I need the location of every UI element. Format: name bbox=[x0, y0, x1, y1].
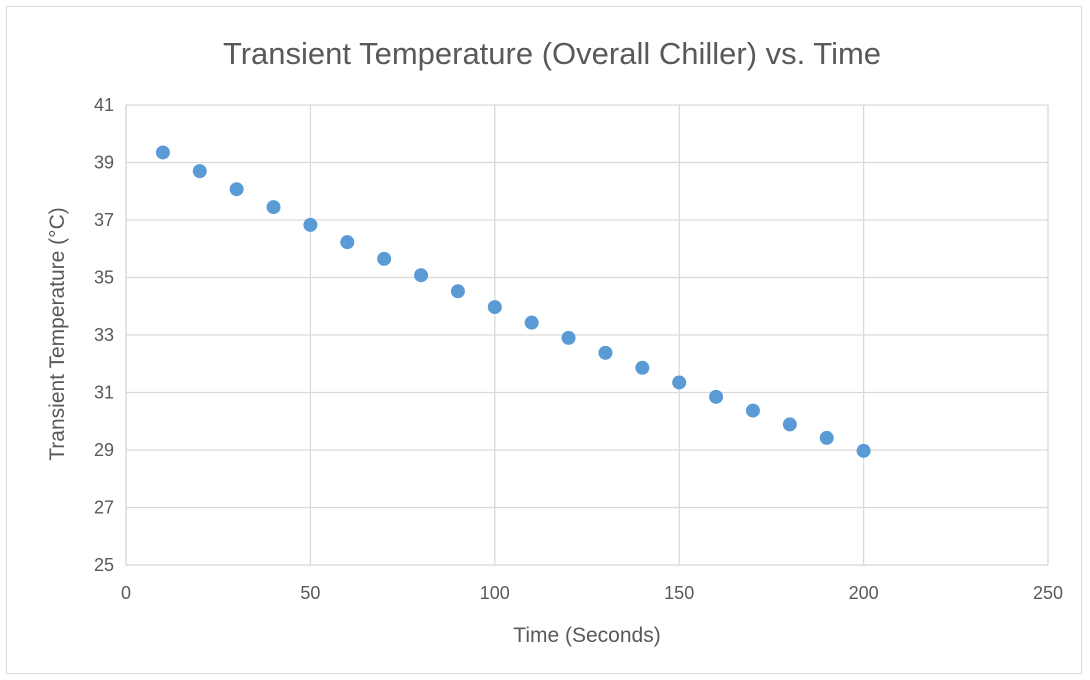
y-tick-labels: 25 27 29 31 33 35 37 39 41 bbox=[94, 95, 114, 575]
data-point bbox=[524, 315, 539, 330]
data-point bbox=[414, 268, 429, 283]
y-tick-label: 29 bbox=[94, 440, 114, 460]
x-tick-labels: 0 50 100 150 200 250 bbox=[121, 583, 1063, 603]
y-tick-label: 39 bbox=[94, 153, 114, 173]
data-point bbox=[745, 403, 760, 418]
data-point bbox=[672, 375, 687, 390]
data-point bbox=[303, 217, 318, 232]
data-point bbox=[635, 360, 650, 375]
y-axis-label: Transient Temperature (°C) bbox=[46, 207, 69, 461]
y-tick-label: 41 bbox=[94, 95, 114, 115]
data-point bbox=[819, 430, 834, 445]
data-point bbox=[856, 443, 871, 458]
data-point bbox=[340, 235, 355, 250]
y-tick-label: 35 bbox=[94, 268, 114, 288]
chart-title: Transient Temperature (Overall Chiller) … bbox=[223, 36, 881, 71]
y-tick-label: 27 bbox=[94, 498, 114, 518]
data-point bbox=[709, 389, 724, 404]
gridlines bbox=[125, 104, 1049, 566]
x-tick-label: 250 bbox=[1033, 583, 1063, 603]
data-point bbox=[450, 284, 465, 299]
x-axis-label: Time (Seconds) bbox=[513, 624, 660, 647]
data-point bbox=[192, 164, 207, 179]
data-point bbox=[598, 345, 613, 360]
y-tick-label: 31 bbox=[94, 383, 114, 403]
data-point bbox=[377, 251, 392, 266]
axes bbox=[125, 105, 1048, 566]
y-tick-label: 25 bbox=[94, 555, 114, 575]
y-tick-label: 33 bbox=[94, 325, 114, 345]
data-point bbox=[229, 182, 244, 197]
data-point bbox=[561, 330, 576, 345]
data-point bbox=[487, 300, 502, 315]
y-tick-label: 37 bbox=[94, 210, 114, 230]
data-point bbox=[266, 200, 281, 215]
x-tick-label: 0 bbox=[121, 583, 131, 603]
data-points bbox=[155, 145, 871, 458]
x-tick-label: 150 bbox=[664, 583, 694, 603]
x-tick-label: 100 bbox=[480, 583, 510, 603]
chart-frame bbox=[6, 6, 1082, 674]
x-tick-label: 50 bbox=[300, 583, 320, 603]
x-tick-label: 200 bbox=[849, 583, 879, 603]
data-point bbox=[155, 145, 170, 160]
data-point bbox=[782, 417, 797, 432]
